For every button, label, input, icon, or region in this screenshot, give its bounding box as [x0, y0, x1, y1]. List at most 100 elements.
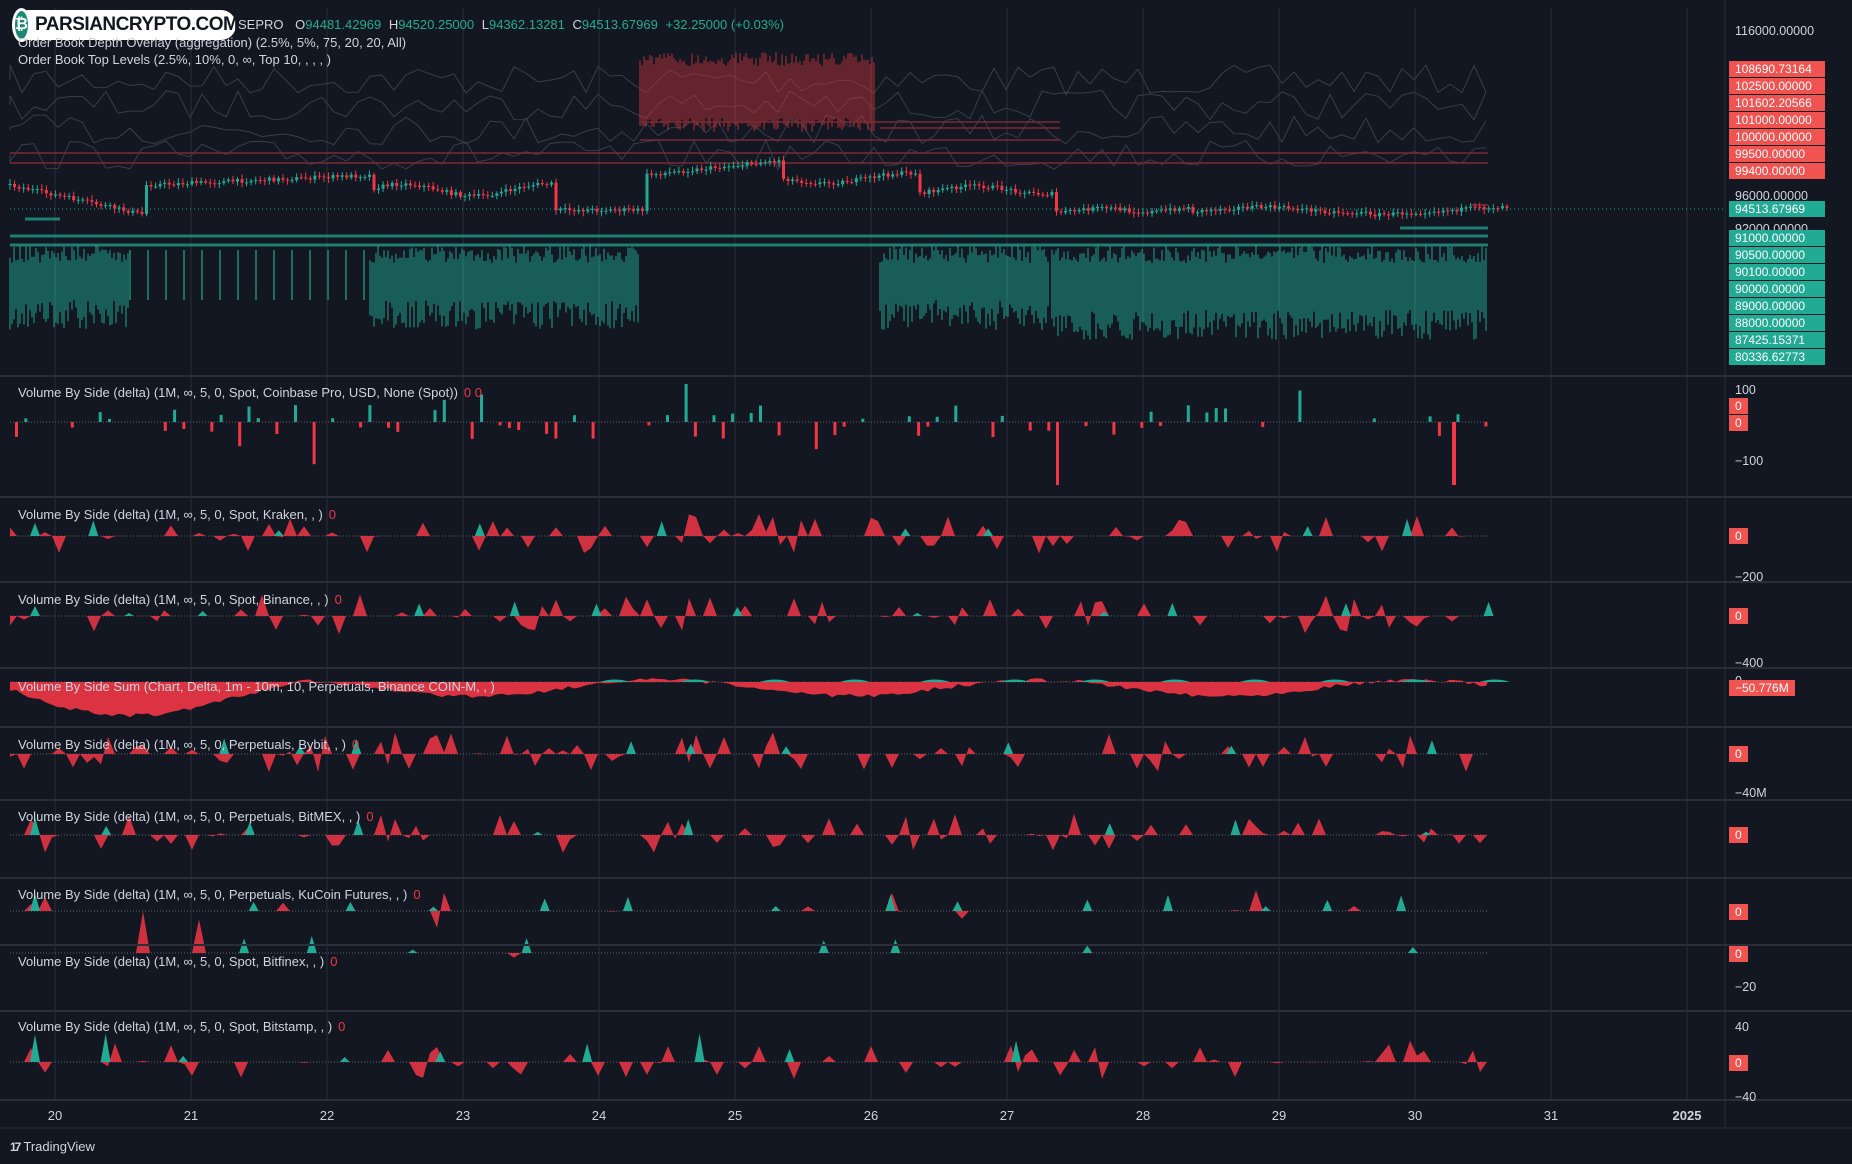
delta-area-positive [1421, 831, 1432, 835]
delta-sum-area [1480, 679, 1510, 682]
delta-bar [247, 406, 251, 422]
pane-title[interactable]: Volume By Side (delta) (1M, ∞, 5, 0, Spo… [18, 507, 336, 522]
candle-body [1000, 185, 1004, 190]
pane-axis-label: −100 [1735, 454, 1764, 468]
candle-body [249, 180, 253, 183]
delta-area-positive [1082, 945, 1093, 953]
candle-body [1487, 208, 1491, 210]
candle-body [631, 209, 635, 211]
delta-bar [573, 415, 576, 422]
delta-bar [517, 422, 521, 431]
candle-body [936, 189, 940, 193]
candle-body [549, 182, 553, 185]
delta-bar [24, 418, 28, 422]
candle-body [327, 177, 330, 179]
candle-body [81, 199, 85, 201]
pane-value-tag: 0 [1729, 398, 1748, 414]
candle-body [1419, 213, 1422, 215]
candle-body [854, 178, 858, 183]
candle-body [886, 173, 890, 177]
delta-sum-area [840, 679, 870, 682]
delta-bar [731, 413, 735, 422]
candle-body [140, 211, 144, 215]
candle-body [1068, 209, 1072, 211]
candle-body [363, 176, 367, 178]
delta-sum-area [1400, 679, 1430, 682]
candle-body [1473, 206, 1477, 208]
candle-body [777, 160, 781, 163]
delta-bar [1047, 422, 1051, 431]
candle-body [1496, 208, 1500, 210]
tradingview-footer[interactable]: 17 TradingView [10, 1139, 95, 1154]
delta-area-positive [407, 949, 418, 953]
delta-area-positive [591, 603, 602, 616]
candle-body [654, 174, 658, 176]
candle-body [645, 173, 649, 212]
candle-body [1100, 206, 1104, 208]
candle-body [322, 176, 326, 178]
candle-body [977, 184, 981, 186]
delta-bar [814, 422, 818, 450]
candle-body [167, 182, 171, 185]
candle-body [495, 193, 499, 196]
candle-body [290, 180, 294, 182]
candle-body [845, 180, 849, 183]
candle-body [522, 186, 526, 188]
candle-body [650, 173, 654, 175]
delta-area-positive [30, 606, 40, 616]
candle-body [276, 178, 280, 182]
ohlc-readout: SEPRO O94481.42969 H94520.25000 L94362.1… [238, 17, 785, 32]
candle-body [1004, 189, 1008, 191]
candle-body [1405, 213, 1409, 215]
candle-body [1337, 211, 1341, 213]
candle-body [13, 183, 17, 187]
candle-body [1259, 205, 1263, 208]
pane-title[interactable]: Volume By Side (delta) (1M, ∞, 5, 0, Spo… [18, 1019, 345, 1034]
delta-area-positive [1340, 603, 1351, 616]
candle-body [1359, 211, 1363, 214]
bid-level-tag: 90500.00000 [1729, 247, 1825, 263]
candle-body [531, 185, 535, 187]
candle-body [1014, 188, 1018, 193]
bid-level-tag: 90100.00000 [1729, 264, 1825, 280]
candle-body [1291, 208, 1295, 210]
candle-body [818, 182, 822, 185]
delta-area-positive [582, 1043, 593, 1062]
delta-area-positive [912, 612, 923, 616]
candle-body [1314, 209, 1318, 212]
pane-title[interactable]: Volume By Side (delta) (1M, ∞, 5, 0, Spo… [18, 954, 337, 969]
pane-axis-label: −400 [1735, 656, 1764, 670]
ask-level-tag: 102500.00000 [1729, 78, 1825, 94]
candle-body [709, 166, 713, 170]
candle-body [813, 183, 817, 185]
ask-level-tag: 108690.73164 [1729, 61, 1825, 77]
delta-bar [1224, 408, 1227, 422]
candle-body [1127, 208, 1131, 213]
delta-bar [219, 414, 223, 422]
delta-area [10, 1040, 1488, 1079]
pane-title[interactable]: Volume By Side (delta) (1M, ∞, 5, 0, Per… [18, 887, 421, 902]
candle-body [913, 173, 917, 175]
indicator-legend-top-levels[interactable]: Order Book Top Levels (2.5%, 10%, 0, ∞, … [18, 52, 332, 67]
candle-body [345, 175, 349, 178]
pane-title[interactable]: Volume By Side (delta) (1M, ∞, 5, 0, Spo… [18, 592, 342, 607]
pane-title[interactable]: Volume By Side (delta) (1M, ∞, 5, 0, Per… [18, 809, 374, 824]
candle-body [204, 181, 208, 183]
delta-area [10, 911, 1488, 958]
delta-bar [861, 418, 865, 422]
delta-area-positive [1003, 742, 1014, 754]
pane-title[interactable]: Volume By Side (delta) (1M, ∞, 5, 0, Per… [18, 737, 359, 752]
candle-body [800, 180, 804, 183]
pane-title[interactable]: Volume By Side (delta) (1M, ∞, 5, 0, Spo… [18, 385, 482, 400]
candle-body [108, 205, 112, 207]
indicator-legend-depth-overlay[interactable]: Order Book Depth Overlay (aggregation) (… [18, 35, 407, 50]
candle-body [1241, 206, 1245, 208]
candle-body [1073, 209, 1077, 212]
candle-body [750, 162, 754, 164]
pane-title[interactable]: Volume By Side Sum (Chart, Delta, 1m - 1… [18, 679, 495, 694]
delta-area-positive [1483, 601, 1494, 616]
candle-body [1318, 209, 1322, 211]
pane-axis-label: −200 [1735, 570, 1764, 584]
main-price-pane [8, 52, 1725, 340]
